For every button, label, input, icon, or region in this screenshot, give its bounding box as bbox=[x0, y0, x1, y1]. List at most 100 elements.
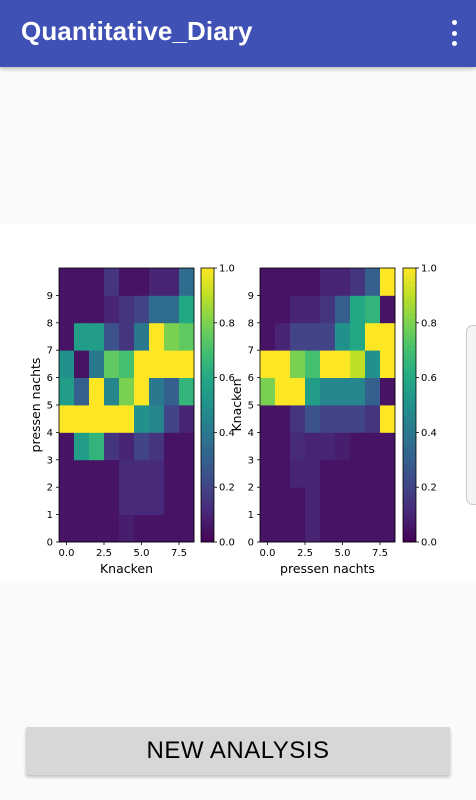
heatmap-cell bbox=[104, 487, 120, 515]
colorbar-segment bbox=[403, 432, 416, 438]
y-tick-label: 5 bbox=[248, 401, 254, 412]
colorbar-segment bbox=[403, 478, 416, 484]
heatmap-cell bbox=[179, 295, 195, 324]
y-tick-label: 7 bbox=[248, 346, 254, 357]
colorbar-tick-label: 1.0 bbox=[219, 264, 235, 275]
colorbar-segment bbox=[201, 436, 214, 443]
colorbar-segment bbox=[403, 436, 416, 443]
heatmap-cell bbox=[149, 295, 165, 324]
colorbar-segment bbox=[201, 482, 214, 488]
y-tick-label: 4 bbox=[47, 428, 53, 439]
colorbar-segment bbox=[201, 299, 214, 306]
colorbar-segment bbox=[403, 386, 416, 392]
colorbar-segment bbox=[201, 295, 214, 301]
heatmap-cell bbox=[305, 295, 321, 324]
colorbar-segment bbox=[403, 391, 416, 397]
heatmap-cell bbox=[119, 405, 135, 433]
heatmap-cell bbox=[149, 459, 165, 488]
x-tick-label: 0.0 bbox=[59, 548, 75, 559]
heatmap-cell bbox=[134, 459, 150, 488]
colorbar-tick-label: 0.2 bbox=[421, 483, 437, 494]
heatmap-cell bbox=[104, 405, 120, 433]
colorbar-segment bbox=[403, 359, 416, 365]
y-axis-label: pressen nachts bbox=[28, 358, 43, 453]
colorbar-segment bbox=[201, 345, 214, 351]
heatmap-cell bbox=[164, 432, 180, 461]
colorbar-segment bbox=[403, 532, 416, 538]
colorbar-segment bbox=[201, 341, 214, 347]
heatmap-cell bbox=[305, 350, 321, 378]
heatmap-figure: 0.0 2.5 5.0 7.5 0 1 2 3 4 5 6 7 8 9 Knacken pressen nac… bbox=[28, 264, 437, 577]
heatmap-cell bbox=[119, 322, 135, 351]
heatmap-cell bbox=[380, 405, 396, 433]
colorbar-segment bbox=[403, 500, 416, 506]
colorbar-segment bbox=[403, 341, 416, 347]
colorbar-segment bbox=[201, 446, 214, 452]
heatmap-cell bbox=[380, 432, 396, 461]
heatmap-cell bbox=[365, 322, 381, 351]
colorbar-segment bbox=[201, 405, 214, 411]
edge-panel-handle[interactable] bbox=[466, 325, 476, 505]
colorbar-segment bbox=[201, 537, 214, 543]
new-analysis-button[interactable]: NEW ANALYSIS bbox=[26, 727, 450, 775]
x-axis-label: Knacken bbox=[100, 561, 153, 576]
colorbar-segment bbox=[403, 395, 416, 401]
heatmap-cell bbox=[290, 405, 306, 433]
colorbar-segment bbox=[201, 368, 214, 374]
heatmap-cell bbox=[365, 405, 381, 433]
heatmap-cell bbox=[59, 487, 75, 515]
heatmap-cell bbox=[350, 295, 366, 324]
colorbar-tick-label: 0.6 bbox=[219, 373, 235, 384]
colorbar-segment bbox=[403, 363, 416, 369]
heatmap-cell bbox=[290, 377, 306, 406]
heatmap-cell bbox=[260, 405, 276, 433]
heatmap-cell bbox=[179, 350, 195, 378]
more-vert-icon[interactable] bbox=[446, 18, 462, 48]
y-tick-label: 0 bbox=[47, 538, 53, 549]
colorbar-segment bbox=[403, 427, 416, 433]
colorbar-segment bbox=[201, 354, 214, 360]
heatmap-cell bbox=[365, 487, 381, 515]
colorbar-segment bbox=[403, 446, 416, 452]
heatmap-cell bbox=[74, 295, 90, 324]
heatmap-cell bbox=[119, 459, 135, 488]
heatmap-cell bbox=[119, 350, 135, 378]
heatmap-cell bbox=[320, 459, 336, 488]
colorbar-tick-label: 0.6 bbox=[421, 373, 437, 384]
colorbar-tick-label: 0.0 bbox=[421, 538, 437, 549]
heatmap-cell bbox=[164, 322, 180, 351]
heatmap-cell bbox=[335, 377, 351, 406]
colorbar-segment bbox=[201, 336, 214, 342]
colorbar-segment bbox=[403, 537, 416, 543]
heatmap-cell bbox=[89, 459, 105, 488]
heatmap-cell bbox=[104, 432, 120, 461]
heatmap-cell bbox=[89, 295, 105, 324]
x-tick-label: 2.5 bbox=[96, 548, 112, 559]
colorbar-segment bbox=[201, 523, 214, 529]
heatmap-cell bbox=[275, 432, 291, 461]
colorbar-segment bbox=[201, 487, 214, 493]
heatmap-cell bbox=[260, 377, 276, 406]
heatmap-cell bbox=[260, 514, 276, 543]
colorbar-segment bbox=[201, 514, 214, 520]
heatmap-cell bbox=[335, 268, 351, 296]
heatmap-cell bbox=[260, 268, 276, 296]
colorbar-segment bbox=[201, 286, 214, 292]
heatmap-cell bbox=[305, 377, 321, 406]
heatmap-cell bbox=[260, 487, 276, 515]
y-tick-label: 8 bbox=[47, 318, 53, 329]
heatmap-cell bbox=[74, 405, 90, 433]
colorbar-tick-label: 0.0 bbox=[219, 538, 235, 549]
colorbar-segment bbox=[403, 354, 416, 360]
heatmap-cell bbox=[290, 295, 306, 324]
heatmap-cell bbox=[89, 322, 105, 351]
colorbar-segment bbox=[403, 345, 416, 351]
heatmap-cell bbox=[350, 487, 366, 515]
colorbar-segment bbox=[403, 373, 416, 379]
heatmap-cell bbox=[74, 377, 90, 406]
heatmap-cell bbox=[164, 350, 180, 378]
colorbar-segment bbox=[201, 528, 214, 534]
heatmap-cell bbox=[149, 487, 165, 515]
heatmap-cell bbox=[350, 377, 366, 406]
heatmap-cell bbox=[380, 350, 396, 378]
